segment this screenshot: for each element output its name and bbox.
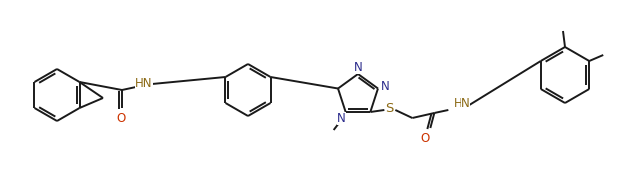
Text: O: O (116, 112, 126, 125)
Text: HN: HN (135, 77, 153, 90)
Text: O: O (420, 132, 430, 145)
Text: N: N (337, 112, 346, 125)
Text: N: N (381, 80, 389, 93)
Text: N: N (461, 97, 470, 110)
Text: H: H (454, 97, 463, 110)
Text: S: S (385, 102, 394, 115)
Text: N: N (353, 60, 362, 73)
